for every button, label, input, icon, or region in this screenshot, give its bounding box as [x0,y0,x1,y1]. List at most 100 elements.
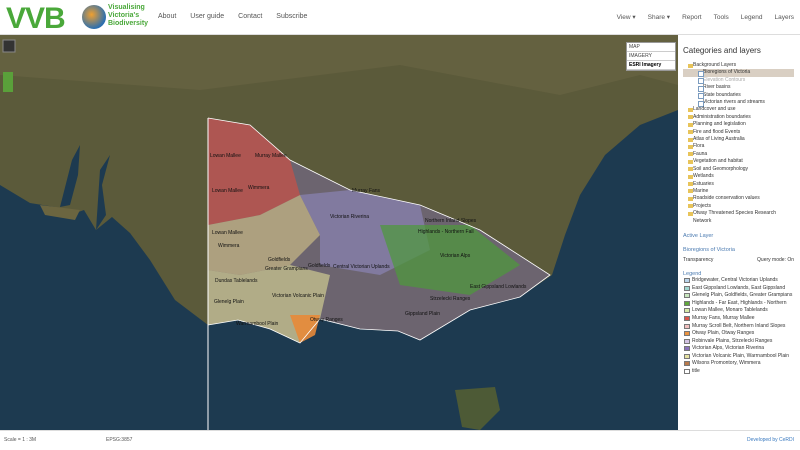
map-label: Northern Inland Slopes [425,218,477,224]
panel-toggle[interactable] [2,39,16,53]
legend-label: Victorian Volcanic Plain, Warrnambool Pl… [692,352,789,359]
logo-icon [82,5,106,29]
legend-swatch [684,338,690,344]
legend-swatch [684,285,690,291]
nav-link[interactable]: User guide [190,13,225,20]
logo[interactable]: VVB [6,2,66,35]
footer: Scale = 1 : 3M EPSG:3857 Developed by Ce… [0,430,800,450]
tree-folder[interactable]: Atlas of Living Australia [683,136,794,143]
legend-swatch [684,293,690,299]
legend-item: Glenelg Plain, Goldfields, Greater Gramp… [683,292,794,300]
map-label: Gippsland Plain [405,311,440,317]
map[interactable]: Lowan Mallee Murray Mallee Lowan Mallee Wim… [0,35,678,430]
scale: Scale = 1 : 3M [4,437,37,443]
map-label: Highlands - Northern Fall [418,229,474,235]
tree-layer[interactable]: River basins [683,84,794,93]
legend-label: Wilsons Promontory, Wimmera [692,360,761,367]
tagline: Visualising Victoria's Biodiversity [108,4,148,28]
legend-item: Highlands - Far East, Highlands - Northe… [683,300,794,308]
nav: About User guide Contact Subscribe [158,13,321,20]
tool-button[interactable]: Legend [740,14,763,21]
tool-button[interactable]: Tools [713,14,729,21]
legend-swatch [684,315,690,321]
tree-layer[interactable]: Victorian rivers and streams [683,99,794,107]
tool-button[interactable]: Report [682,14,702,21]
inland [0,35,678,95]
map-label: Goldfields [308,263,331,269]
nav-link[interactable]: About [158,13,177,20]
tree-layer[interactable]: Bioregions of Victoria [683,69,794,78]
map-label: Dundas Tablelands [215,278,258,284]
legend-swatch [684,308,690,314]
nav-link[interactable]: Contact [238,13,263,20]
tree-folder[interactable]: Planning and legislation [683,121,794,128]
tool-button[interactable]: Share [648,14,670,21]
map-label: Murray Mallee [255,153,287,159]
legend-label: Bridgewater, Central Victorian Uplands [692,276,778,283]
legend-swatch [684,331,690,337]
legend-label: title [692,368,700,375]
legend-label: Highlands - Far East, Highlands - Northe… [692,299,787,306]
tree-folder[interactable]: Marine [683,188,794,195]
map-label: Lowan Mallee [210,153,241,159]
island [40,205,80,220]
map-label: Strzelecki Ranges [430,296,471,302]
credit[interactable]: Developed by CeRDI [747,437,794,443]
tree-folder[interactable]: Roadside conservation values [683,195,794,202]
tree-folder[interactable]: Estuaries [683,181,794,188]
legend-label: East Gippsland Lowlands, East Gippsland [692,284,786,291]
region-mallee [208,118,300,225]
section-heading: Legend [683,270,702,277]
map-label: Lowan Mallee [212,230,243,236]
basemap-option[interactable]: MAP [627,43,675,52]
tree-folder[interactable]: Otway Threatened Species Research Networ… [683,210,794,225]
tree-folder[interactable]: Projects [683,203,794,210]
basemap-option[interactable]: IMAGERY [627,52,675,61]
tree-folder[interactable]: Background Layers [683,62,794,69]
tree-folder[interactable]: Administration boundaries [683,114,794,121]
query-mode[interactable]: Query mode: On [757,256,794,263]
tagline-line: Biodiversity [108,20,149,27]
legend-item: Murray Scroll Belt, Northern Inland Slop… [683,323,794,331]
panel-title: Categories and layers [683,46,761,55]
legend-swatch [684,277,690,283]
toolbar: View Share Report Tools Legend Layers [605,13,794,21]
tree-folder[interactable]: Vegetation and habitat [683,158,794,165]
nav-link[interactable]: Subscribe [276,13,308,20]
tasmania [455,387,500,430]
map-labels: Lowan Mallee Murray Mallee Lowan Mallee Wim… [210,153,527,327]
tree-layer[interactable]: Elevation Contours [683,77,794,85]
basemap-switcher[interactable]: MAP IMAGERY ESRI Imagery [626,42,676,71]
tool-button[interactable]: Layers [774,14,794,21]
tree-folder[interactable]: Wetlands [683,173,794,180]
map-label: Murray Fans [352,188,381,194]
legend-item: Robinvale Plains, Strzelecki Ranges [683,338,794,346]
legend-swatch [684,369,690,375]
map-label: Otway Ranges [310,317,343,323]
map-label: Victorian Volcanic Plain [272,293,324,299]
transparency-label[interactable]: Transparency [683,256,714,263]
zoom-control[interactable] [3,72,13,92]
tree-folder[interactable]: Fauna [683,151,794,158]
legend-swatch [684,300,690,306]
tree-folder[interactable]: Flora [683,143,794,150]
basemap-option[interactable]: ESRI Imagery [627,61,675,70]
map-label: Greater Grampians [265,266,308,272]
legend-label: Robinvale Plains, Strzelecki Ranges [692,337,773,344]
section-heading: Active Layer [683,232,714,239]
tree-folder[interactable]: Fire and flood Events [683,129,794,136]
tree-folder[interactable]: Soil and Geomorphology [683,166,794,173]
layer-panel: Categories and layers Background Layers Bi… [679,40,798,408]
legend-item: Lowan Mallee, Monaro Tablelands [683,307,794,315]
tool-button[interactable]: View [617,14,636,21]
map-label: Warrnambool Plain [236,321,279,327]
region-otway [290,315,320,343]
tree-folder[interactable]: Landcover and use [683,106,794,113]
map-label: Victorian Alps [440,253,471,259]
map-label: Goldfields [268,257,291,263]
projection: EPSG:3857 [106,437,133,443]
legend-item: Wilsons Promontory, Wimmera [683,360,794,368]
tree-layer[interactable]: State boundaries [683,92,794,100]
gulf [60,145,110,230]
